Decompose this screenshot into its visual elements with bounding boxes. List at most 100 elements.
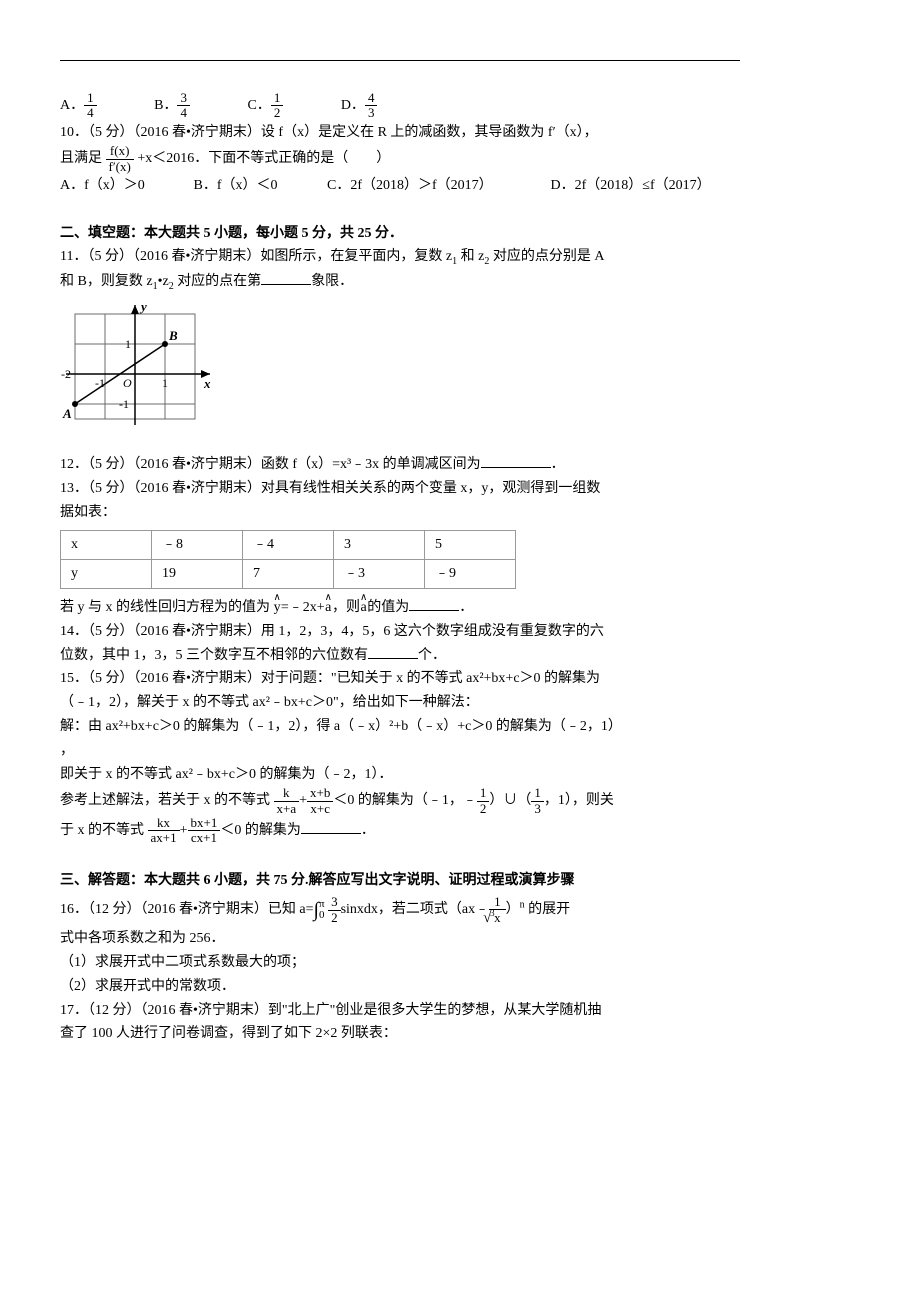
top-rule bbox=[60, 60, 740, 61]
q15-f1-den: x+a bbox=[274, 802, 300, 816]
q15-number: 15． bbox=[60, 671, 88, 686]
q12-number: 12． bbox=[60, 457, 88, 472]
q11-graph: yxO1-2-1-1BA1 bbox=[60, 299, 240, 449]
q13-blank bbox=[409, 596, 459, 611]
q10-C: C．2f（2018）＞f（2017） bbox=[327, 174, 547, 198]
q16-pre: 已知 a= bbox=[268, 902, 314, 917]
q15-third-num: 1 bbox=[531, 786, 544, 801]
q13-regression: 若 y 与 x 的线性回归方程为的值为 ∧y=﹣2x+∧a，则∧a的值为． bbox=[60, 595, 740, 620]
q15-f2-num: x+b bbox=[307, 786, 333, 801]
q17-stem1: 到"北上广"创业是很多大学生的梦想，从某大学随机抽 bbox=[268, 1003, 601, 1018]
q9-B-den: 4 bbox=[177, 106, 190, 120]
q10: 10．（5 分）（2016 春•济宁期末）设 f（x）是定义在 R 上的减函数，… bbox=[60, 121, 740, 174]
q15-f1-num: k bbox=[274, 786, 300, 801]
q16-mid: sinxdx，若二项式（ax﹣ bbox=[341, 902, 490, 917]
q13-tag: （2016 春•济宁期末） bbox=[134, 481, 261, 496]
q11-s2-pre: 和 B，则复数 z bbox=[60, 274, 153, 289]
section2-heading: 二、填空题：本大题共 5 小题，每小题 5 分，共 25 分． bbox=[60, 222, 740, 246]
q15-l2-pre: 于 x 的不等式 bbox=[60, 823, 144, 838]
q14-blank bbox=[368, 644, 418, 659]
q16-post: ） bbox=[506, 902, 520, 917]
q10-frac-den: f′(x) bbox=[106, 160, 134, 174]
q16-root: 3√x bbox=[489, 910, 506, 925]
q15-line2: 于 x 的不等式 kxax+1+bx+1cx+1＜0 的解集为． bbox=[60, 816, 740, 846]
q9-C-den: 2 bbox=[271, 106, 284, 120]
q13-hat-y: ∧y bbox=[274, 595, 281, 615]
table-cell: 19 bbox=[152, 560, 243, 589]
q15-para-post: ，1），则关 bbox=[544, 793, 614, 808]
svg-text:-2: -2 bbox=[61, 367, 71, 381]
q10-stem1: 设 f（x）是定义在 R 上的减函数，其导函数为 f′（x）， bbox=[261, 125, 598, 140]
q15-tag: （2016 春•济宁期末） bbox=[134, 671, 261, 686]
q15-para-pre: 参考上述解法，若关于 x 的不等式 bbox=[60, 793, 270, 808]
q14-stem1: 用 1，2，3，4，5，6 这六个数字组成没有重复数字的六 bbox=[261, 624, 604, 639]
q15-l2-tail: ． bbox=[361, 823, 375, 838]
q16-points: （12 分） bbox=[88, 902, 141, 917]
q13-hat-y-base: y bbox=[274, 601, 281, 615]
q13-reg-tail-pre: 的值为 bbox=[367, 600, 409, 615]
q17: 17．（12 分）（2016 春•济宁期末）到"北上广"创业是很多大学生的梦想，… bbox=[60, 999, 740, 1047]
q11-s2-tail: 象限． bbox=[311, 274, 353, 289]
q17-stem2: 查了 100 人进行了问卷调查，得到了如下 2×2 列联表： bbox=[60, 1026, 397, 1041]
q15-g1-num: kx bbox=[148, 816, 180, 831]
svg-text:x: x bbox=[203, 376, 211, 391]
q11-number: 11． bbox=[60, 249, 87, 264]
q14-points: （5 分） bbox=[88, 624, 134, 639]
q11-mid2: 对应的点分别是 A bbox=[489, 249, 604, 264]
table-cell: x bbox=[61, 531, 152, 560]
q10-frac-num: f(x) bbox=[106, 144, 134, 159]
q15-sol1b: ， bbox=[60, 743, 74, 758]
q16-post2: 的展开 bbox=[525, 902, 571, 917]
q15-stem2: （﹣1，2），解关于 x 的不等式 ax²﹣bx+c＞0"，给出如下一种解法： bbox=[60, 695, 479, 710]
q14-stem2: 位数，其中 1，3，5 三个数字互不相邻的六位数有 bbox=[60, 648, 368, 663]
q17-number: 17． bbox=[60, 1003, 88, 1018]
q16-number: 16． bbox=[60, 902, 88, 917]
q12-points: （5 分） bbox=[88, 457, 134, 472]
q11-points: （5 分） bbox=[87, 249, 133, 264]
q9-B-num: 3 bbox=[177, 91, 190, 106]
svg-text:1: 1 bbox=[162, 376, 168, 390]
table-cell: 7 bbox=[243, 560, 334, 589]
q12: 12．（5 分）（2016 春•济宁期末）函数 f（x）=x³﹣3x 的单调减区… bbox=[60, 453, 740, 477]
q13-hat-a1: ∧a bbox=[325, 595, 332, 615]
q13-number: 13． bbox=[60, 481, 88, 496]
q11: 11．（5 分）（2016 春•济宁期末）如图所示，在复平面内，复数 z1 和 … bbox=[60, 245, 740, 295]
q16-int-lo: 0 bbox=[319, 910, 325, 921]
q13: 13．（5 分）（2016 春•济宁期末）对具有线性相关关系的两个变量 x，y，… bbox=[60, 477, 740, 525]
q15-plus2: + bbox=[180, 823, 188, 838]
q15-l2-post: ＜0 的解集为 bbox=[220, 823, 301, 838]
q12-tag: （2016 春•济宁期末） bbox=[134, 457, 261, 472]
q15-stem1: 对于问题："已知关于 x 的不等式 ax²+bx+c＞0 的解集为 bbox=[261, 671, 600, 686]
q9-choice-B: B．34 bbox=[154, 91, 226, 121]
q15-half-den: 2 bbox=[477, 802, 490, 816]
q13-table: x﹣8﹣435y197﹣3﹣9 bbox=[60, 530, 516, 589]
table-cell: ﹣4 bbox=[243, 531, 334, 560]
q11-mid1: 和 z bbox=[457, 249, 484, 264]
q9-choice-C: C．12 bbox=[247, 91, 319, 121]
svg-text:1: 1 bbox=[125, 337, 131, 351]
q10-B: B．f（x）＜0 bbox=[194, 174, 324, 198]
q10-A: A．f（x）＞0 bbox=[60, 174, 190, 198]
svg-text:-1: -1 bbox=[119, 397, 129, 411]
q13-points: （5 分） bbox=[88, 481, 134, 496]
q15-sol2: 即关于 x 的不等式 ax²﹣bx+c＞0 的解集为（﹣2，1）． bbox=[60, 767, 393, 782]
q10-stem2-pre: 且满足 bbox=[60, 151, 102, 166]
q13-eq-mid: =﹣2x+ bbox=[281, 600, 325, 615]
q10-tag: （2016 春•济宁期末） bbox=[134, 125, 261, 140]
q16-p2: （2）求展开式中的常数项． bbox=[60, 975, 740, 999]
q17-points: （12 分） bbox=[88, 1003, 141, 1018]
q13-hat-a2-base: a bbox=[360, 601, 367, 615]
q13-reg-post: ，则 bbox=[332, 600, 360, 615]
q9-D-den: 3 bbox=[365, 106, 378, 120]
q15-f2-den: x+c bbox=[307, 802, 333, 816]
q15-lt0: ＜0 的解集为（﹣1，﹣ bbox=[333, 793, 477, 808]
q11-blank bbox=[261, 270, 311, 285]
table-cell: 3 bbox=[334, 531, 425, 560]
q9-A-num: 1 bbox=[84, 91, 97, 106]
q9-A-den: 4 bbox=[84, 106, 97, 120]
section3-heading: 三、解答题：本大题共 6 小题，共 75 分.解答应写出文字说明、证明过程或演算… bbox=[60, 869, 740, 893]
q13-stem1b: 据如表： bbox=[60, 505, 116, 520]
q13-reg-tail: ． bbox=[459, 600, 473, 615]
q17-tag: （2016 春•济宁期末） bbox=[141, 1003, 268, 1018]
q16-f-num: 3 bbox=[328, 895, 341, 910]
